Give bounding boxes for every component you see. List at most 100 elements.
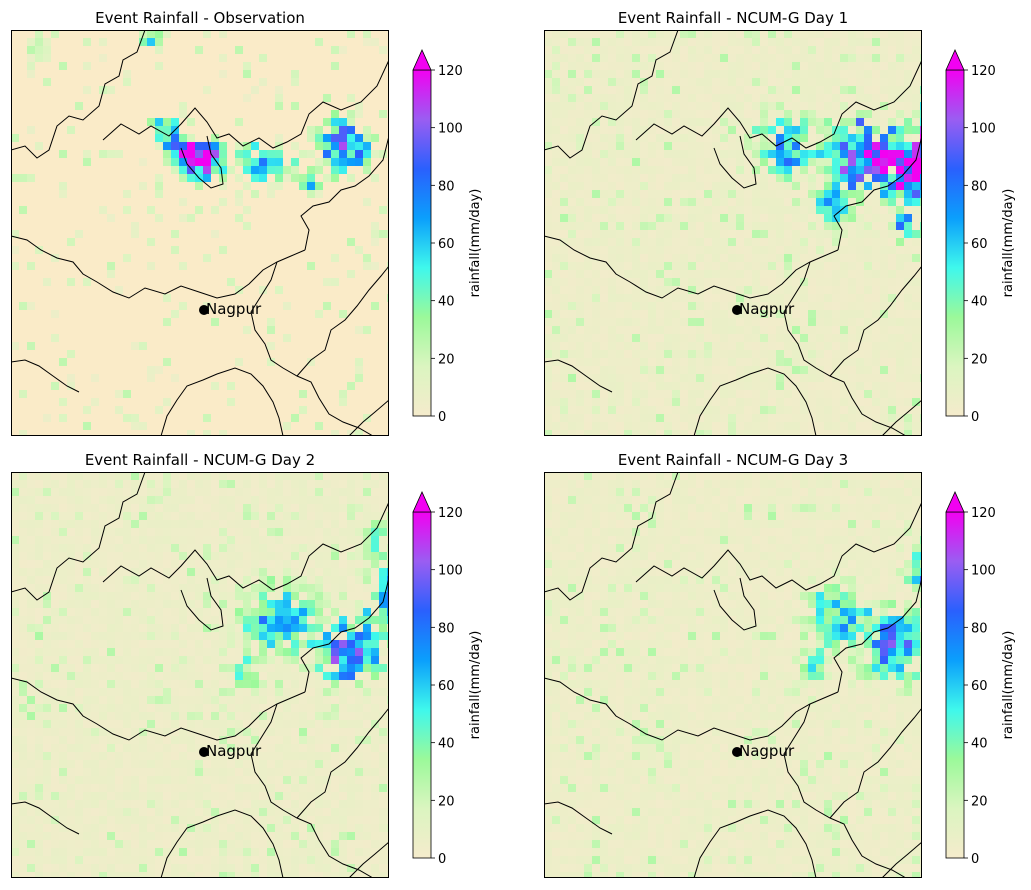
rainfall-cell [235, 792, 243, 800]
rainfall-cell [371, 680, 379, 688]
rainfall-cell [592, 190, 600, 198]
rainfall-cell [680, 110, 688, 118]
rainfall-cell [131, 712, 139, 720]
rainfall-cell [331, 680, 339, 688]
rainfall-cell [624, 414, 632, 422]
rainfall-cell [648, 358, 656, 366]
rainfall-cell [608, 238, 616, 246]
rainfall-cell [584, 190, 592, 198]
rainfall-cell [203, 672, 211, 680]
rainfall-cell [27, 520, 35, 528]
rainfall-cell [624, 30, 632, 38]
rainfall-cell [171, 520, 179, 528]
rainfall-cell [912, 54, 920, 62]
rainfall-cell [632, 374, 640, 382]
rainfall-cell [315, 190, 323, 198]
rainfall-cell [35, 624, 43, 632]
rainfall-cell [283, 528, 291, 536]
rainfall-cell [331, 150, 339, 158]
rainfall-cell [872, 158, 880, 166]
rainfall-cell [592, 390, 600, 398]
rainfall-cell [592, 182, 600, 190]
rainfall-cell [347, 480, 355, 488]
rainfall-cell [43, 46, 51, 54]
rainfall-cell [848, 94, 856, 102]
rainfall-cell [808, 30, 816, 38]
rainfall-cell [251, 480, 259, 488]
rainfall-cell [544, 190, 552, 198]
rainfall-cell [299, 496, 307, 504]
rainfall-cell [632, 302, 640, 310]
rainfall-cell [680, 166, 688, 174]
rainfall-cell [896, 326, 904, 334]
rainfall-cell [379, 552, 387, 560]
rainfall-cell [355, 374, 363, 382]
rainfall-cell [227, 608, 235, 616]
rainfall-cell [728, 158, 736, 166]
rainfall-cell [824, 222, 832, 230]
rainfall-cell [640, 358, 648, 366]
rainfall-cell [896, 398, 904, 406]
rainfall-cell [568, 310, 576, 318]
rainfall-cell [363, 672, 371, 680]
rainfall-cell [147, 488, 155, 496]
rainfall-cell [896, 294, 904, 302]
rainfall-cell [243, 720, 251, 728]
rainfall-cell [299, 472, 307, 480]
rainfall-cell [648, 102, 656, 110]
rainfall-cell [680, 414, 688, 422]
rainfall-cell [123, 528, 131, 536]
rainfall-cell [187, 632, 195, 640]
rainfall-cell [600, 422, 608, 430]
rainfall-cell [680, 222, 688, 230]
rainfall-cell [363, 744, 371, 752]
rainfall-cell [275, 150, 283, 158]
rainfall-cell [235, 46, 243, 54]
rainfall-cell [552, 318, 560, 326]
rainfall-cell [792, 206, 800, 214]
rainfall-cell [83, 544, 91, 552]
rainfall-cell [696, 254, 704, 262]
rainfall-cell [347, 382, 355, 390]
rainfall-cell [576, 358, 584, 366]
rainfall-cell [235, 118, 243, 126]
rainfall-cell [139, 182, 147, 190]
rainfall-cell [624, 366, 632, 374]
rainfall-cell [552, 86, 560, 94]
rainfall-cell [355, 480, 363, 488]
rainfall-cell [760, 78, 768, 86]
rainfall-cell [832, 38, 840, 46]
rainfall-cell [195, 480, 203, 488]
rainfall-cell [235, 190, 243, 198]
rainfall-cell [600, 222, 608, 230]
rainfall-cell [792, 422, 800, 430]
rainfall-cell [912, 166, 920, 174]
rainfall-cell [347, 110, 355, 118]
rainfall-cell [275, 102, 283, 110]
rainfall-cell [544, 342, 552, 350]
rainfall-cell [355, 600, 363, 608]
rainfall-cell [299, 608, 307, 616]
rainfall-cell [179, 744, 187, 752]
rainfall-cell [888, 126, 896, 134]
rainfall-cell [139, 752, 147, 760]
rainfall-cell [59, 62, 67, 70]
rainfall-cell [560, 134, 568, 142]
rainfall-cell [600, 278, 608, 286]
rainfall-cell [752, 358, 760, 366]
rainfall-cell [307, 568, 315, 576]
panel-title: Event Rainfall - NCUM-G Day 2 [11, 450, 389, 470]
rainfall-cell [147, 608, 155, 616]
rainfall-cell [267, 496, 275, 504]
rainfall-cell [291, 792, 299, 800]
rainfall-cell [840, 126, 848, 134]
rainfall-cell [275, 712, 283, 720]
rainfall-cell [912, 134, 920, 142]
rainfall-cell [864, 302, 872, 310]
rainfall-cell [171, 118, 179, 126]
rainfall-cell [275, 608, 283, 616]
rainfall-cell [219, 488, 227, 496]
rainfall-cell [187, 118, 195, 126]
rainfall-cell [27, 672, 35, 680]
rainfall-cell [896, 54, 904, 62]
